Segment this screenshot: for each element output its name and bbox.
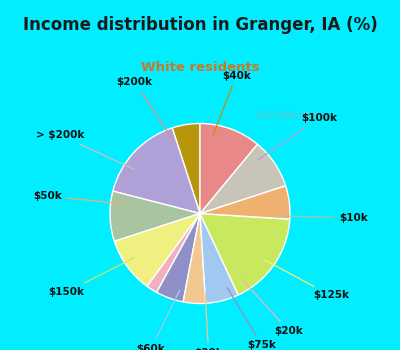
Wedge shape [113,128,200,214]
Text: $30k: $30k [194,293,223,350]
Text: $150k: $150k [49,258,134,297]
Wedge shape [200,124,257,214]
Text: > $200k: > $200k [36,130,134,169]
Text: $75k: $75k [227,288,276,350]
Wedge shape [200,214,290,295]
Text: $10k: $10k [279,213,368,223]
Text: White residents: White residents [141,61,259,74]
Wedge shape [114,214,200,286]
Wedge shape [110,191,200,241]
Text: $40k: $40k [213,71,251,135]
Text: $20k: $20k [243,280,304,336]
Wedge shape [200,214,238,303]
Wedge shape [200,144,286,214]
Text: $100k: $100k [258,113,338,160]
Text: $125k: $125k [264,260,349,301]
Wedge shape [147,214,200,292]
Text: $60k: $60k [136,290,180,350]
Text: City-Data.com: City-Data.com [256,111,320,120]
Wedge shape [183,214,206,303]
Text: Income distribution in Granger, IA (%): Income distribution in Granger, IA (%) [23,16,377,34]
Wedge shape [157,214,200,302]
Wedge shape [172,124,200,214]
Text: $200k: $200k [117,77,172,139]
Text: $50k: $50k [33,191,121,204]
Wedge shape [200,186,290,219]
